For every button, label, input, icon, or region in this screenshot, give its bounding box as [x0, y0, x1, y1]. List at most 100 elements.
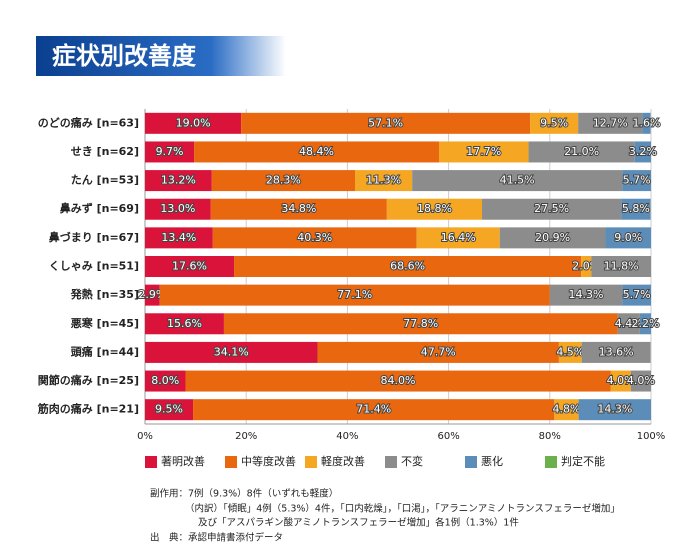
- data-label: 14.3%: [569, 288, 604, 301]
- data-label: 17.7%: [466, 145, 501, 158]
- data-label: 4.4%: [615, 317, 643, 330]
- y-tick-label: たん [n=53]: [71, 174, 139, 187]
- note: 及び「アスパラギン酸アミノトランスフェラーゼ増加」各1例（1.3%）1件: [198, 517, 519, 529]
- data-label: 5.7%: [623, 288, 651, 301]
- chart-title: 症状別改善度: [52, 42, 197, 70]
- y-tick-label: 関節の痛み [n=25]: [38, 373, 139, 387]
- data-label: 17.6%: [172, 260, 207, 273]
- data-label: 27.5%: [534, 202, 569, 215]
- legend-label: 中等度改善: [241, 454, 296, 468]
- bar-segment: [622, 170, 651, 192]
- bar-segment: [554, 399, 579, 421]
- y-tick-label: のどの痛み [n=63]: [38, 115, 139, 129]
- data-label: 9.5%: [540, 116, 568, 129]
- bar-segment: [528, 141, 635, 163]
- data-label: 13.6%: [599, 345, 634, 358]
- bar-segment: [634, 141, 651, 163]
- data-label: 47.7%: [421, 345, 456, 358]
- bar-segment: [194, 141, 439, 163]
- bar-segment: [159, 284, 550, 306]
- data-label: 34.8%: [281, 202, 316, 215]
- data-label: 9.0%: [614, 231, 642, 244]
- data-label: 84.0%: [381, 374, 416, 387]
- y-tick-label: 鼻づまり [n=67]: [49, 230, 139, 244]
- data-label: 16.4%: [441, 231, 476, 244]
- note: 副作用：7例（9.3%）8件（いずれも軽度）: [150, 488, 338, 500]
- y-tick-label: 頭痛 [n=44]: [71, 344, 139, 358]
- bar-segment: [499, 227, 606, 249]
- bar-segment: [621, 198, 651, 220]
- legend-label: 判定不能: [561, 454, 605, 468]
- data-label: 9.5%: [155, 403, 183, 416]
- bar-segment: [145, 399, 194, 421]
- legend-swatch: [465, 456, 477, 468]
- bar-segment: [241, 112, 531, 134]
- bar-segment: [145, 198, 211, 220]
- title-banner: [36, 36, 286, 76]
- bar-segment: [145, 256, 235, 277]
- bar-segment: [145, 112, 242, 134]
- bar-segment: [317, 341, 559, 363]
- note: 出 典：承認申請書添付データ: [150, 532, 283, 544]
- bar-segment: [145, 227, 213, 249]
- bar-segment: [145, 313, 224, 335]
- data-label: 9.7%: [156, 145, 184, 158]
- legend-swatch: [145, 456, 157, 468]
- data-label: 4.8%: [553, 403, 581, 416]
- data-label: 77.1%: [337, 288, 372, 301]
- data-label: 11.8%: [604, 260, 639, 273]
- bar-segment: [581, 256, 592, 277]
- data-label: 3.2%: [629, 145, 657, 158]
- x-tick-label: 80%: [539, 431, 561, 442]
- legend-swatch: [305, 456, 317, 468]
- x-tick-label: 60%: [437, 431, 459, 442]
- bar-segment: [412, 170, 623, 192]
- bar-segment: [617, 313, 640, 335]
- data-label: 4.5%: [556, 345, 584, 358]
- data-label: 15.6%: [167, 317, 202, 330]
- x-tick-label: 40%: [336, 431, 358, 442]
- bar-segment: [354, 170, 413, 192]
- bar-segment: [549, 284, 623, 306]
- bar-segment: [416, 227, 500, 249]
- legend-swatch: [385, 456, 397, 468]
- legend-label: 著明改善: [161, 454, 205, 468]
- data-label: 13.4%: [161, 231, 196, 244]
- data-label: 11.3%: [366, 174, 401, 187]
- data-label: 20.9%: [535, 231, 570, 244]
- data-label: 2.2%: [631, 317, 659, 330]
- data-label: 1.6%: [632, 116, 660, 129]
- note: （内訳）「傾眠」4例（5.3%）4件，「口内乾燥」，「口渇」，「アラニンアミノト…: [185, 503, 620, 515]
- data-label: 4.0%: [627, 374, 655, 387]
- y-tick-label: 発熱 [n=35]: [70, 287, 139, 301]
- bar-segment: [145, 170, 212, 192]
- bar-segment: [578, 112, 643, 134]
- legend-label: 悪化: [481, 454, 503, 468]
- data-label: 18.8%: [417, 202, 452, 215]
- data-label: 12.7%: [593, 116, 628, 129]
- legend-swatch: [545, 456, 557, 468]
- data-label: 48.4%: [299, 145, 334, 158]
- y-tick-label: 鼻みず [n=69]: [60, 201, 139, 215]
- data-label: 4.0%: [607, 374, 635, 387]
- bar-segment: [581, 341, 651, 363]
- bar-segment: [145, 370, 186, 392]
- bar-segment: [605, 227, 651, 249]
- bar-segment: [622, 284, 651, 306]
- data-label: 68.6%: [390, 260, 425, 273]
- bar-segment: [185, 370, 611, 392]
- bar-segment: [145, 284, 160, 306]
- data-label: 5.7%: [623, 174, 651, 187]
- bar-segment: [642, 112, 651, 134]
- data-label: 34.1%: [214, 345, 249, 358]
- data-label: 57.1%: [368, 116, 403, 129]
- bar-segment: [145, 141, 195, 163]
- x-tick-label: 0%: [137, 431, 153, 442]
- data-label: 8.0%: [151, 374, 179, 387]
- data-label: 19.0%: [176, 116, 211, 129]
- bar-segment: [438, 141, 529, 163]
- bar-segment: [211, 170, 355, 192]
- bar-segment: [386, 198, 482, 220]
- bar-segment: [591, 256, 651, 277]
